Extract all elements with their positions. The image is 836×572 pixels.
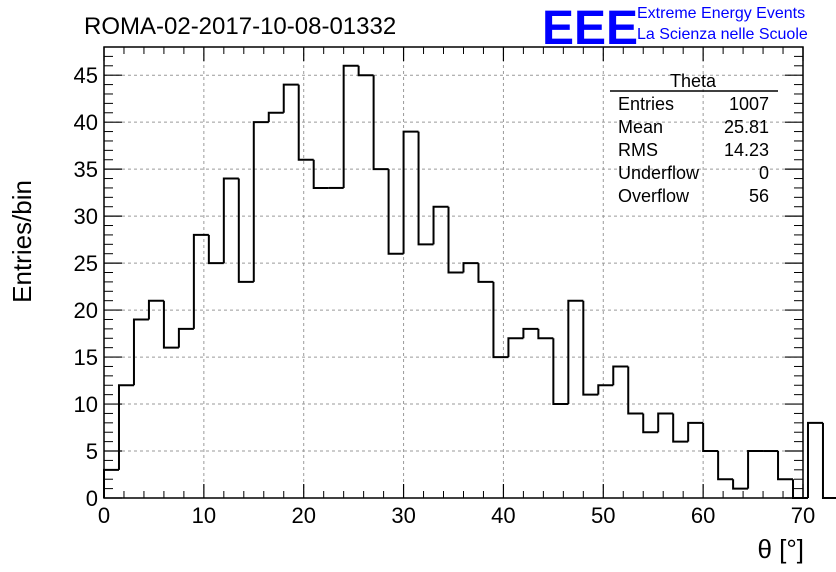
grid-lines — [104, 47, 803, 498]
y-tick-label-5: 25 — [74, 251, 98, 276]
stats-label-overflow: Overflow — [618, 186, 690, 206]
histogram-bin-3 — [147, 299, 164, 320]
histogram-bin-31 — [567, 299, 584, 405]
histogram-bin-5 — [177, 327, 194, 348]
x-tick-label-6: 60 — [691, 503, 715, 528]
histogram-bin-2 — [132, 318, 149, 386]
x-axis-label: θ [°] — [757, 534, 804, 564]
histogram-bin-11 — [267, 111, 284, 123]
histogram-bin-27 — [507, 337, 524, 358]
histogram-bin-12 — [282, 83, 299, 113]
histogram-bin-42 — [732, 479, 749, 490]
histogram-bin-8 — [222, 177, 239, 264]
y-tick-label-3: 15 — [74, 345, 98, 370]
histogram-bin-35 — [627, 366, 644, 415]
histogram-bin-13 — [297, 84, 314, 161]
stats-label-underflow: Underflow — [618, 163, 700, 183]
y-tick-label-4: 20 — [74, 298, 98, 323]
histogram-bin-7 — [207, 234, 224, 265]
logo-line-1: Extreme Energy Events — [637, 5, 805, 22]
histogram-bin-24 — [462, 262, 479, 273]
histogram-bin-17 — [357, 65, 374, 77]
histogram-bin-34 — [612, 365, 629, 386]
histogram-bin-47 — [806, 421, 823, 498]
histogram-bin-37 — [657, 412, 674, 433]
stats-value-overflow: 56 — [749, 186, 769, 206]
y-tick-label-6: 30 — [74, 204, 98, 229]
histogram-bin-19 — [387, 169, 404, 255]
histogram-bin-25 — [477, 263, 494, 283]
y-axis-label: Entries/bin — [7, 180, 37, 303]
histogram-bin-32 — [582, 300, 599, 396]
x-axis-ticks: 0 10 20 30 40 50 60 70 — [98, 47, 815, 528]
y-tick-label-1: 5 — [86, 439, 98, 464]
x-tick-label-5: 50 — [591, 503, 615, 528]
histogram-bin-16 — [342, 64, 359, 188]
histogram-bin-39 — [687, 421, 704, 442]
histogram-bin-21 — [417, 131, 434, 246]
eee-logo: EEE Extreme Energy Events La Scienza nel… — [542, 2, 808, 55]
histogram-bin-26 — [492, 281, 509, 359]
x-tick-label-1: 10 — [192, 503, 216, 528]
histogram-bin-0 — [103, 468, 119, 498]
stats-label-rms: RMS — [618, 140, 658, 160]
histogram-bin-40 — [702, 422, 719, 453]
histogram-bin-36 — [642, 413, 659, 434]
histogram-bin-9 — [237, 178, 254, 283]
stats-rows: Entries 1007 Mean 25.81 RMS 14.23 Underflow 0 Ov… — [618, 94, 769, 206]
histogram-bin-23 — [447, 206, 464, 274]
x-tick-label-7: 70 — [791, 503, 815, 528]
logo-line-2: La Scienza nelle Scuole — [637, 26, 808, 43]
y-tick-label-7: 35 — [74, 157, 98, 182]
histogram-bin-6 — [192, 233, 209, 329]
stats-value-rms: 14.23 — [724, 140, 769, 160]
stats-box-name: Theta — [670, 71, 717, 91]
y-tick-label-8: 40 — [74, 110, 98, 135]
stats-value-entries: 1007 — [729, 94, 769, 114]
histogram-bin-48 — [821, 422, 836, 499]
histogram-bin-20 — [402, 130, 419, 254]
stats-box: Theta Entries 1007 Mean 25.81 RMS 14.23 Underf… — [610, 71, 778, 206]
histogram-bin-18 — [372, 75, 389, 171]
histogram-bin-10 — [252, 121, 269, 282]
histogram-bin-41 — [717, 451, 734, 481]
y-axis-ticks: 0 5 10 15 20 25 30 35 40 45 — [74, 46, 803, 511]
histogram-bin-38 — [672, 413, 689, 443]
histogram-bin-45 — [777, 451, 794, 481]
stats-value-mean: 25.81 — [724, 117, 769, 137]
y-tick-label-0: 0 — [86, 486, 98, 511]
stats-label-entries: Entries — [618, 94, 674, 114]
eee-logo-mark: EEE — [542, 2, 638, 55]
histogram-bin-28 — [522, 327, 539, 339]
histogram-bin-14 — [312, 159, 329, 189]
histogram-bin-4 — [162, 300, 179, 349]
histogram-bin-43 — [747, 450, 764, 489]
histogram-bin-22 — [432, 205, 449, 245]
stats-value-underflow: 0 — [759, 163, 769, 183]
x-tick-label-2: 20 — [291, 503, 315, 528]
y-tick-label-9: 45 — [74, 63, 98, 88]
stats-label-mean: Mean — [618, 117, 663, 137]
histogram-series — [103, 64, 836, 499]
x-tick-label-0: 0 — [98, 503, 110, 528]
x-tick-label-3: 30 — [391, 503, 415, 528]
histogram-bin-1 — [117, 384, 134, 470]
histogram-bin-29 — [537, 328, 554, 340]
y-tick-label-2: 10 — [74, 392, 98, 417]
histogram-bin-30 — [552, 338, 569, 406]
x-tick-label-4: 40 — [491, 503, 515, 528]
chart-title: ROMA-02-2017-10-08-01332 — [84, 13, 396, 40]
histogram-bin-33 — [597, 384, 614, 395]
